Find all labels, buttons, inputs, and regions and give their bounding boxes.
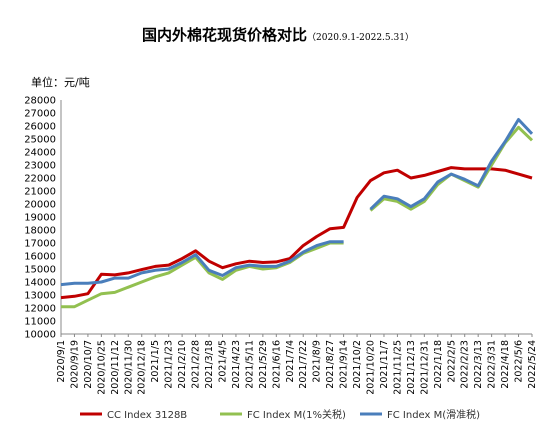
x-tick-label: 2021/3/18 xyxy=(204,340,215,389)
series-line-3 xyxy=(60,118,534,287)
y-tick-label: 15000 xyxy=(24,265,56,276)
y-tick-label: 14000 xyxy=(24,278,56,289)
series-line-1 xyxy=(60,166,533,300)
x-tick-label: 2022/4/18 xyxy=(500,340,511,389)
x-tick-label: 2021/12/13 xyxy=(406,340,417,395)
x-tick-label: 2021/9/14 xyxy=(339,340,350,389)
x-tick-label: 2021/11/25 xyxy=(392,340,403,395)
x-tick-label: 2021/8/27 xyxy=(325,340,336,389)
x-tick-label: 2022/2/5 xyxy=(446,340,457,383)
y-tick-label: 11000 xyxy=(24,317,56,328)
y-tick-label: 13000 xyxy=(24,291,56,302)
x-tick-label: 2021/1/23 xyxy=(164,340,175,389)
x-tick-label: 2021/2/10 xyxy=(177,340,188,389)
x-tick-label: 2021/8/9 xyxy=(312,340,323,383)
x-tick-label: 2020/11/12 xyxy=(110,340,121,395)
x-tick-label: 2021/11/7 xyxy=(379,340,390,389)
y-tick-label: 10000 xyxy=(24,330,56,341)
legend-label: FC Index M(滑准税) xyxy=(387,408,480,421)
x-tick-label: 2021/4/5 xyxy=(217,340,228,383)
x-tick-label: 2021/5/11 xyxy=(244,340,255,389)
series-line-2 xyxy=(61,125,534,309)
x-tick-label: 2022/3/13 xyxy=(473,340,484,389)
y-tick-label: 19000 xyxy=(24,213,56,224)
x-tick-label: 2021/6/16 xyxy=(271,340,282,389)
y-axis-unit-label: 单位：元/吨 xyxy=(31,76,90,89)
x-tick-label: 2021/7/22 xyxy=(298,340,309,389)
x-tick-label: 2020/9/1 xyxy=(56,340,67,383)
y-tick-label: 25000 xyxy=(24,135,56,146)
x-tick-label: 2021/7/4 xyxy=(285,340,296,383)
legend-item-2: FC Index M(1%关税) xyxy=(220,408,346,421)
y-tick-label: 20000 xyxy=(24,200,56,211)
chart-title: 国内外棉花现货价格对比（2020.9.1-2022.5.31） xyxy=(142,26,414,44)
x-tick-label: 2022/5/6 xyxy=(514,340,525,383)
y-tick-label: 17000 xyxy=(24,239,56,250)
y-tick-label: 22000 xyxy=(24,174,56,185)
y-tick-label: 26000 xyxy=(24,122,56,133)
x-tick-label: 2021/10/20 xyxy=(366,340,377,395)
x-tick-label: 2022/1/18 xyxy=(433,340,444,389)
x-tick-label: 2022/3/31 xyxy=(487,340,498,389)
x-tick-label: 2020/10/7 xyxy=(83,340,94,389)
x-tick-label: 2020/10/25 xyxy=(96,340,107,395)
y-tick-label: 24000 xyxy=(24,148,56,159)
legend-label: CC Index 3128B xyxy=(107,410,187,421)
y-tick-label: 27000 xyxy=(24,109,56,120)
x-tick-label: 2021/12/31 xyxy=(419,340,430,395)
y-tick-label: 23000 xyxy=(24,161,56,172)
x-tick-label: 2021/10/2 xyxy=(352,340,363,389)
y-tick-label: 16000 xyxy=(24,252,56,263)
x-tick-label: 2020/9/19 xyxy=(69,340,80,389)
y-tick-label: 28000 xyxy=(24,96,56,107)
x-tick-label: 2021/4/23 xyxy=(231,340,242,389)
x-tick-label: 2022/2/23 xyxy=(460,340,471,389)
chart-subtitle: （2020.9.1-2022.5.31） xyxy=(307,33,414,43)
y-tick-label: 21000 xyxy=(24,187,56,198)
x-tick-label: 2021/5/29 xyxy=(258,340,269,389)
y-tick-label: 12000 xyxy=(24,304,56,315)
legend-item-1: CC Index 3128B xyxy=(80,410,187,421)
x-tick-label: 2021/1/5 xyxy=(150,340,161,383)
legend-item-3: FC Index M(滑准税) xyxy=(360,408,480,421)
y-tick-label: 18000 xyxy=(24,226,56,237)
legend-label: FC Index M(1%关税) xyxy=(247,408,346,421)
x-tick-label: 2020/11/30 xyxy=(123,340,134,395)
x-tick-label: 2022/5/24 xyxy=(527,340,538,389)
x-tick-label: 2021/2/28 xyxy=(191,340,202,389)
x-tick-label: 2020/12/18 xyxy=(137,340,148,395)
